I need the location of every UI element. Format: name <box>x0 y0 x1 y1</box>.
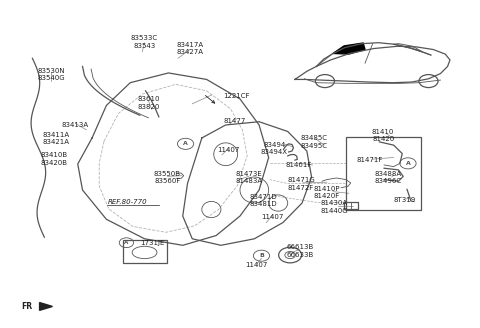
Text: 83530N
83540G: 83530N 83540G <box>38 68 65 81</box>
Text: 81410P
81420F: 81410P 81420F <box>313 186 340 199</box>
Text: FR: FR <box>22 302 33 311</box>
Text: 83411A
83421A: 83411A 83421A <box>43 132 70 145</box>
Text: 81410
81420: 81410 81420 <box>372 129 395 142</box>
Text: 1221CF: 1221CF <box>223 93 250 99</box>
Text: 11407: 11407 <box>245 262 268 269</box>
Text: B: B <box>259 253 264 258</box>
Text: 83550B
83560F: 83550B 83560F <box>154 171 181 184</box>
Text: 83410B
83420B: 83410B 83420B <box>40 153 68 166</box>
Text: 66613B
66633B: 66613B 66633B <box>286 244 313 258</box>
Text: 83413A: 83413A <box>62 122 89 128</box>
Text: A: A <box>124 240 129 245</box>
Text: 1731JE: 1731JE <box>140 240 164 246</box>
Text: 81477: 81477 <box>223 118 245 124</box>
Text: 83471D
83481D: 83471D 83481D <box>249 194 276 207</box>
Polygon shape <box>394 44 422 52</box>
Text: 81471G
81472F: 81471G 81472F <box>287 177 315 191</box>
Polygon shape <box>39 302 52 310</box>
Text: 83610
83820: 83610 83820 <box>137 96 160 110</box>
Text: 83488A
83496C: 83488A 83496C <box>374 171 401 184</box>
Text: REF.80-770: REF.80-770 <box>108 199 147 205</box>
Text: 11407: 11407 <box>261 214 284 220</box>
Text: 83494
83494X: 83494 83494X <box>261 142 288 155</box>
Text: 83533C
83543: 83533C 83543 <box>131 35 158 49</box>
Text: 83485C
83495C: 83485C 83495C <box>300 135 327 149</box>
Text: A: A <box>406 161 410 166</box>
Text: A: A <box>183 141 188 146</box>
Text: 81473E
81483A: 81473E 81483A <box>235 171 262 184</box>
Polygon shape <box>333 43 365 54</box>
Text: 11407: 11407 <box>217 147 240 154</box>
Text: 81430A
81440G: 81430A 81440G <box>321 200 348 214</box>
Text: 83417A
83427A: 83417A 83427A <box>176 42 204 55</box>
Text: 81471F: 81471F <box>357 157 383 163</box>
Text: 81461F: 81461F <box>285 162 312 168</box>
Text: 8T319: 8T319 <box>394 197 416 203</box>
